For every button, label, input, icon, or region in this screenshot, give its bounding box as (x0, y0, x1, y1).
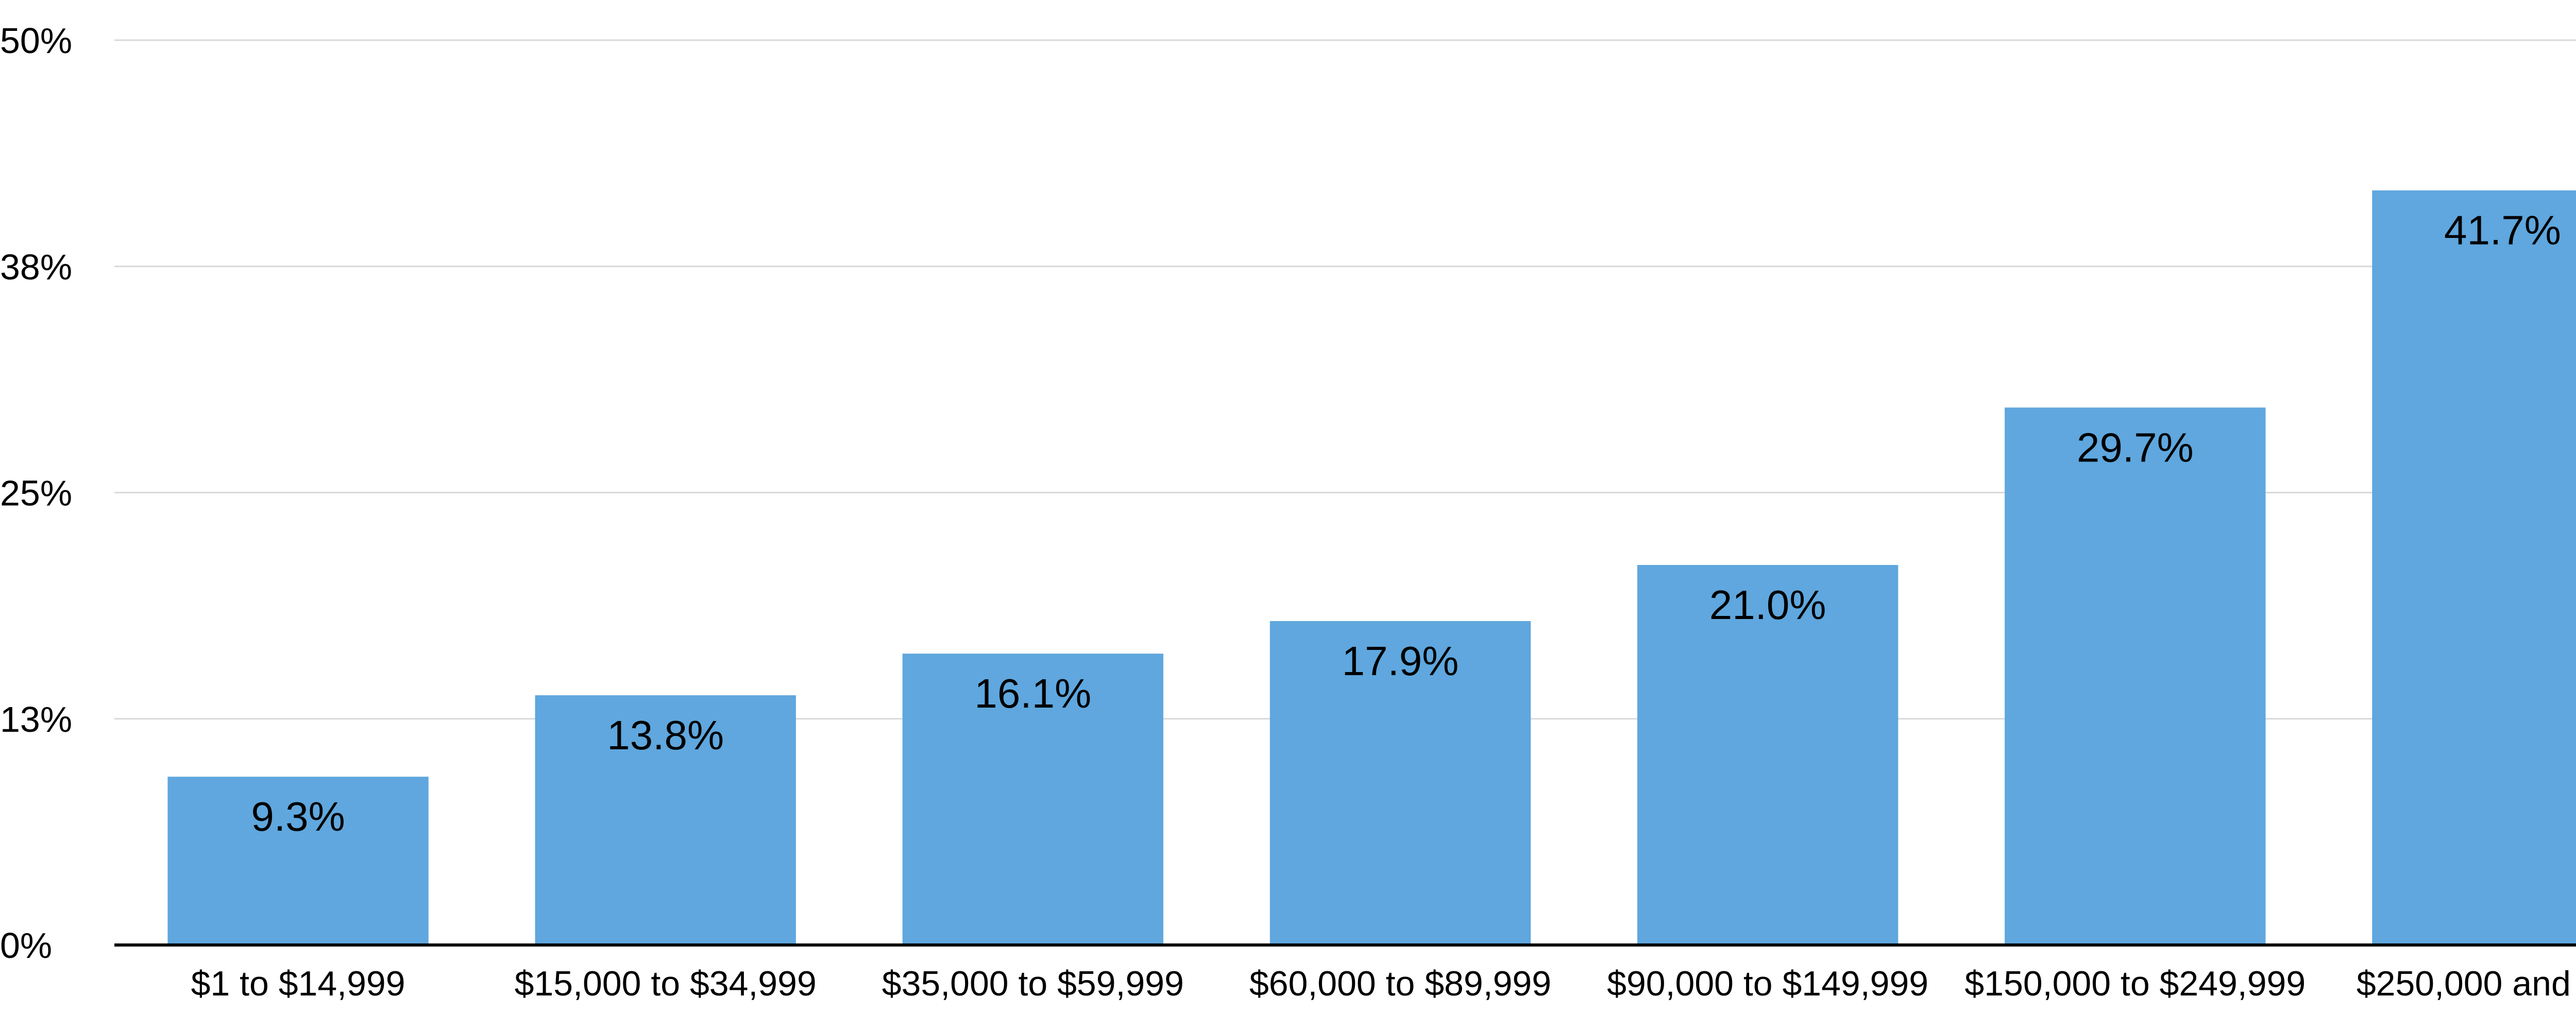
x-tick-label: $15,000 to $34,999 (515, 964, 817, 1003)
x-tick-label: $35,000 to $59,999 (882, 964, 1184, 1003)
bar (902, 654, 1164, 945)
x-tick-label: $250,000 and over (2357, 964, 2576, 1003)
data-label: 21.0% (1709, 582, 1826, 628)
data-label: 9.3% (251, 794, 345, 839)
x-tick-label: $60,000 to $89,999 (1249, 964, 1551, 1003)
bar (1269, 621, 1531, 945)
x-tick-label: $1 to $14,999 (191, 964, 405, 1003)
bar (2005, 407, 2266, 945)
bar (1637, 565, 1899, 945)
y-tick-label: 25% (0, 473, 72, 513)
bar (2372, 190, 2576, 945)
bars (167, 190, 2576, 945)
data-label: 17.9% (1342, 638, 1459, 684)
axes: 0% 13% 25% 38% 50% $1 to $14,999 $15,000 to $3… (0, 21, 2576, 1003)
data-labels: 9.3% 13.8% 16.1% 17.9% 21.0% 29.7% 41.7% (251, 208, 2561, 840)
data-label: 16.1% (974, 671, 1091, 716)
x-tick-label: $150,000 to $249,999 (1964, 964, 2306, 1003)
y-tick-label: 38% (0, 247, 72, 287)
data-label: 41.7% (2444, 208, 2561, 253)
y-tick-label: 0% (0, 925, 52, 966)
data-label: 13.8% (607, 712, 724, 758)
bar (535, 695, 796, 945)
data-label: 29.7% (2077, 424, 2194, 470)
y-tick-label: 50% (0, 21, 72, 61)
x-tick-label: $90,000 to $149,999 (1607, 964, 1928, 1003)
y-tick-label: 13% (0, 699, 72, 740)
bar (167, 777, 429, 945)
